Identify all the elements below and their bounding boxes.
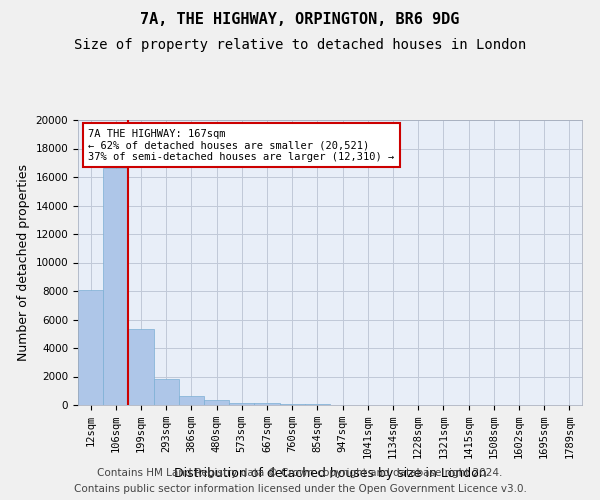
Text: Contains HM Land Registry data © Crown copyright and database right 2024.: Contains HM Land Registry data © Crown c… bbox=[97, 468, 503, 477]
Bar bbox=[305, 404, 330, 405]
Text: 7A THE HIGHWAY: 167sqm
← 62% of detached houses are smaller (20,521)
37% of semi: 7A THE HIGHWAY: 167sqm ← 62% of detached… bbox=[88, 128, 394, 162]
Text: Contains public sector information licensed under the Open Government Licence v3: Contains public sector information licen… bbox=[74, 484, 526, 494]
Bar bbox=[103, 168, 128, 405]
Bar bbox=[204, 400, 229, 405]
Bar bbox=[128, 330, 154, 405]
Bar bbox=[154, 380, 179, 405]
Text: Size of property relative to detached houses in London: Size of property relative to detached ho… bbox=[74, 38, 526, 52]
Bar bbox=[229, 402, 254, 405]
X-axis label: Distribution of detached houses by size in London: Distribution of detached houses by size … bbox=[173, 467, 487, 480]
Text: 7A, THE HIGHWAY, ORPINGTON, BR6 9DG: 7A, THE HIGHWAY, ORPINGTON, BR6 9DG bbox=[140, 12, 460, 28]
Y-axis label: Number of detached properties: Number of detached properties bbox=[17, 164, 30, 361]
Bar bbox=[78, 290, 103, 405]
Bar bbox=[280, 404, 305, 405]
Bar bbox=[179, 396, 204, 405]
Bar bbox=[254, 403, 280, 405]
